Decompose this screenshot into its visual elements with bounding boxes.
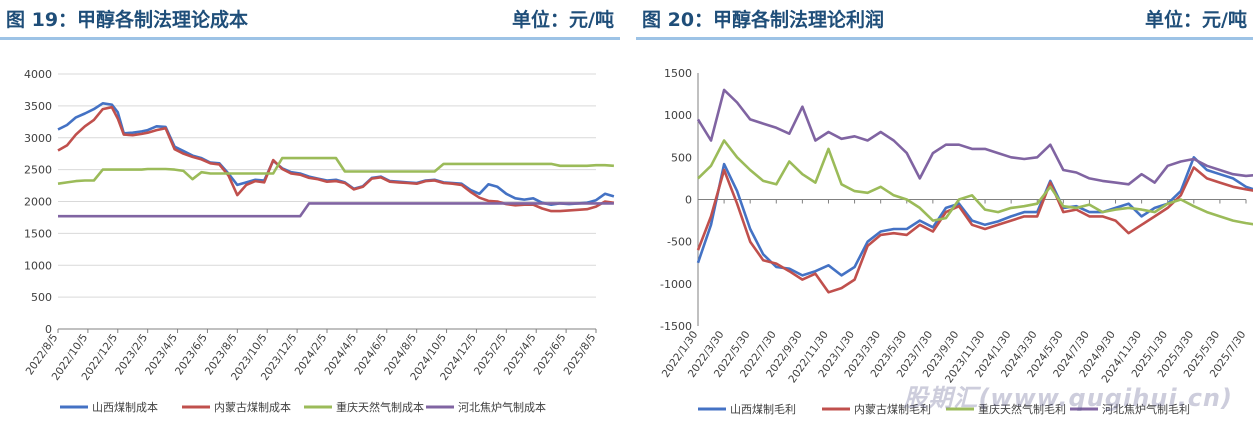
left-chart-title: 图 19：甲醇各制法理论成本: [6, 9, 249, 31]
y-tick-label: 0: [685, 194, 692, 207]
left-panel: 图 19：甲醇各制法理论成本 单位：元/吨 0 500 1000 1500 2000 25…: [0, 0, 620, 425]
series-line-2: [57, 105, 615, 213]
y-tick-label: 1500: [664, 67, 692, 80]
legend-label: 内蒙古煤制毛利: [854, 402, 931, 416]
legend-label: 山西煤制成本: [92, 400, 158, 414]
right-title-divider: [636, 37, 1253, 40]
y-tick-label: 1000: [664, 109, 692, 122]
left-chart-unit: 单位：元/吨: [512, 9, 614, 31]
y-tick-label: -500: [667, 236, 692, 249]
y-tick-label: 3000: [24, 132, 52, 145]
watermark-text: 股期汇(www.qugihui.cn): [903, 384, 1233, 412]
y-tick-label: -1000: [660, 278, 692, 291]
profit-line-chart: -1500-1000-5000500100015002022/1/302022/…: [660, 67, 1253, 416]
right-chart-title: 图 20：甲醇各制法理论利润: [642, 9, 885, 31]
series-line-3: [57, 156, 614, 185]
y-tick-label: 2500: [24, 164, 52, 177]
right-chart-unit: 单位：元/吨: [1145, 9, 1247, 31]
right-panel: 图 20：甲醇各制法理论利润 单位：元/吨 -1500 -1000 -500 0 500…: [636, 0, 1253, 425]
y-tick-label: 1500: [24, 227, 52, 240]
legend-label: 山西煤制毛利: [730, 403, 796, 416]
y-tick-label: -1500: [660, 320, 692, 333]
legend-label: 内蒙古煤制成本: [214, 400, 291, 414]
series-line-1: [57, 102, 615, 206]
series-line-4: [696, 88, 1253, 186]
legend-label: 重庆天然气制成本: [336, 400, 424, 414]
y-tick-label: 4000: [24, 68, 52, 81]
left-title-divider: [0, 37, 620, 40]
legend-label: 重庆天然气制毛利: [978, 402, 1066, 416]
y-tick-label: 500: [31, 291, 52, 304]
right-header: 图 20：甲醇各制法理论利润 单位：元/吨: [636, 0, 1253, 36]
left-header: 图 19：甲醇各制法理论成本 单位：元/吨: [0, 0, 620, 36]
right-chart-container: -1500 -1000 -500 0 500 1000 1500 2022/1/30 2022/…: [636, 44, 1253, 425]
y-tick-label: 1000: [24, 259, 52, 272]
y-tick-label: 500: [671, 151, 692, 164]
legend-label: 河北焦炉气制毛利: [1102, 402, 1190, 416]
legend-label: 河北焦炉气制成本: [458, 400, 546, 414]
series-line-3: [697, 139, 1253, 226]
series-line-4: [58, 202, 614, 218]
cost-line-chart: 050010001500200025003000350040002022/8/5…: [24, 68, 615, 414]
series-line-2: [696, 166, 1253, 294]
y-tick-label: 0: [45, 323, 52, 336]
y-tick-label: 2000: [24, 196, 52, 209]
y-tick-label: 3500: [24, 100, 52, 113]
left-chart-container: 0 500 1000 1500 2000 2500 3000 3500 4000 2022/8/5…: [0, 44, 620, 425]
